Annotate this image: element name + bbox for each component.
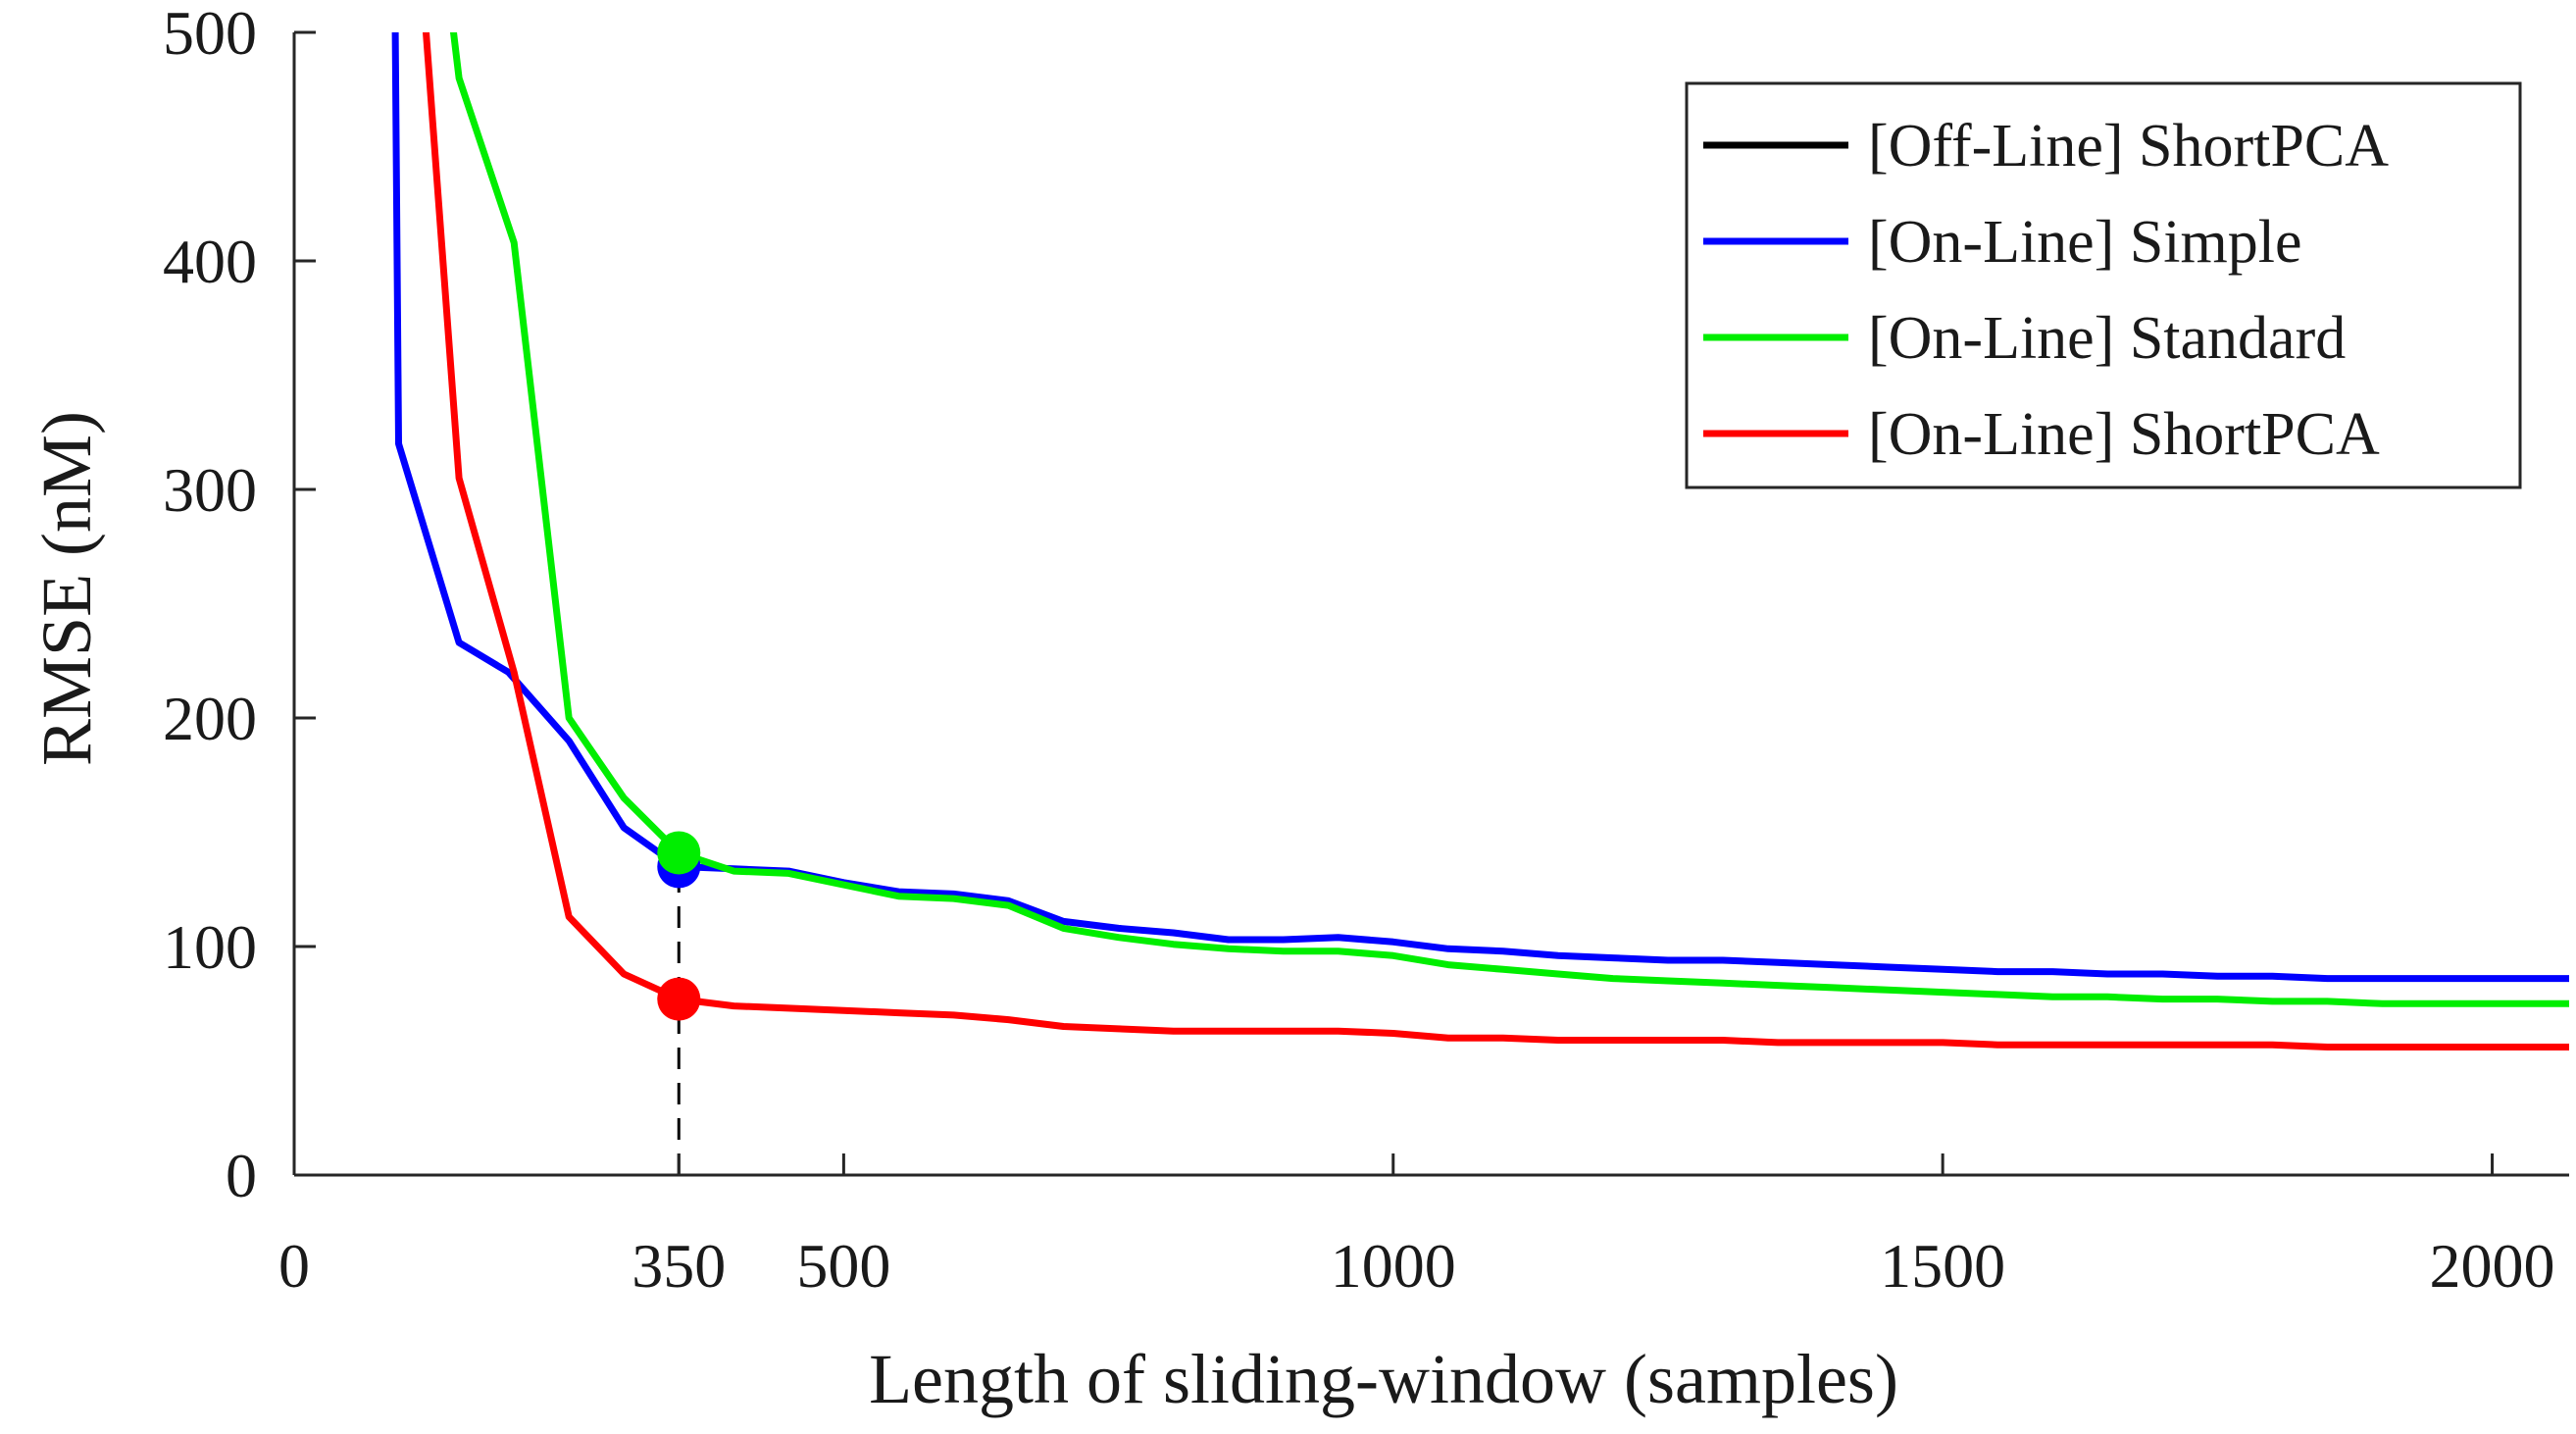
x-tick-label: 350 (631, 1231, 726, 1301)
y-tick-label: 100 (163, 912, 257, 982)
x-tick-label: 2000 (2430, 1231, 2555, 1301)
y-axis-title: RMSE (nM) (27, 411, 106, 766)
y-tick-label: 0 (226, 1141, 257, 1210)
y-tick-label: 200 (163, 684, 257, 753)
legend-label-on-line-simple: [On-Line] Simple (1868, 209, 2302, 276)
y-tick-label: 500 (163, 0, 257, 68)
y-tick-label: 300 (163, 455, 257, 525)
legend-label-off-line-shortpca: [Off-Line] ShortPCA (1868, 113, 2389, 179)
axes (292, 32, 2569, 1177)
legend-label-on-line-standard: [On-Line] Standard (1868, 305, 2346, 372)
y-tick-label: 400 (163, 227, 257, 296)
x-tick-label: 0 (278, 1231, 310, 1301)
plot-lines (391, 32, 2569, 1050)
legend-label-on-line-shortpca: [On-Line] ShortPCA (1868, 401, 2380, 468)
marker-on-line-standard (657, 831, 701, 875)
x-axis-title: Length of sliding-window (samples) (869, 1340, 1898, 1418)
series-line-on-line-shortpca (423, 32, 2569, 1050)
x-tick-label: 1000 (1331, 1231, 1456, 1301)
marker-on-line-shortpca (657, 977, 701, 1021)
x-tick-label: 1500 (1880, 1231, 2005, 1301)
x-tick-label: 500 (796, 1231, 890, 1301)
ticks: 0 350 500 1000 1500 2000 0 100 200 300 400 500 (163, 0, 2555, 1301)
series-line-on-line-standard (450, 32, 2569, 1007)
legend-box (1685, 81, 2522, 489)
plot-markers (657, 831, 701, 1021)
legend: [Off-Line] ShortPCA [On-Line] Simple [On-L… (1685, 81, 2522, 489)
